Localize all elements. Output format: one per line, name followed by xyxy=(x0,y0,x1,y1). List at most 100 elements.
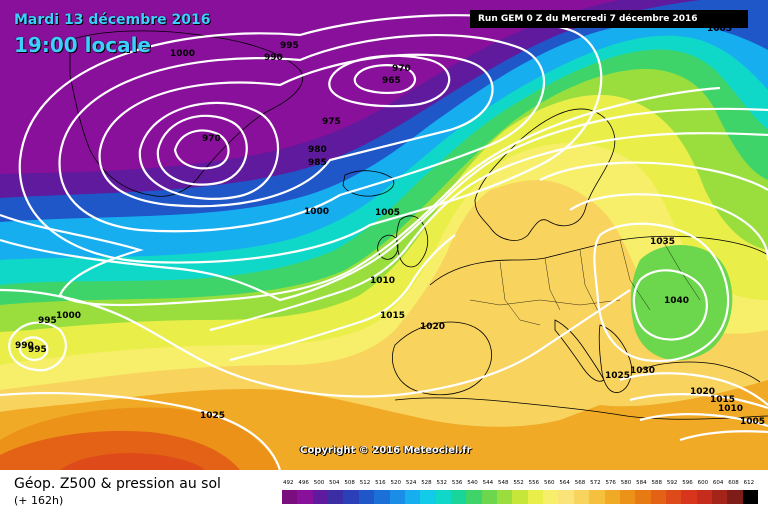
scale-tick-label: 572 xyxy=(590,480,601,486)
legend-footer: Géop. Z500 & pression au sol (+ 162h) 49… xyxy=(0,470,768,512)
scale-swatch xyxy=(635,490,651,504)
isobar-975 xyxy=(98,53,494,208)
map-time: 19:00 locale xyxy=(14,33,151,57)
isobar-label: 970 xyxy=(202,134,221,144)
isobar-985 xyxy=(58,33,546,233)
border-1 xyxy=(499,261,541,326)
isobar-label: 1015 xyxy=(710,395,735,405)
isobar-label: 985 xyxy=(308,158,327,168)
isobar-east-1030 xyxy=(569,193,768,261)
isobar-label: 995 xyxy=(28,345,47,355)
color-scale-bar xyxy=(282,490,759,504)
scale-swatch xyxy=(450,490,467,504)
border-5 xyxy=(659,235,701,301)
scale-tick-label: 536 xyxy=(451,480,463,486)
isobar-label: 1000 xyxy=(56,311,81,321)
border-4 xyxy=(619,239,651,311)
isobar-label: 1015 xyxy=(380,311,405,321)
isobar-label: 1005 xyxy=(707,24,732,34)
isobar-se-1020 xyxy=(619,372,768,406)
scale-swatch xyxy=(374,490,390,504)
scale-swatch xyxy=(297,490,313,504)
isobar-label: 965 xyxy=(382,76,401,86)
coast-scandinavia xyxy=(474,108,616,241)
scale-tick-label: 500 xyxy=(313,480,325,486)
isobar-label: 1010 xyxy=(718,404,743,414)
isobar-label: 975 xyxy=(322,117,341,127)
isobar-low-970 xyxy=(173,129,230,170)
scale-tick-label: 588 xyxy=(651,480,663,486)
isobar-1005 xyxy=(0,107,768,302)
footer-subtitle: (+ 162h) xyxy=(14,494,64,507)
isobar-se-1010 xyxy=(639,413,768,428)
scale-tick-label: 556 xyxy=(528,480,540,486)
isobar-se-1005 xyxy=(679,430,768,442)
band-east-548 xyxy=(630,245,733,361)
scale-tick-label: 592 xyxy=(666,480,678,486)
scale-tick-label: 516 xyxy=(375,480,386,486)
scale-tick-label: 548 xyxy=(497,480,509,486)
run-info: Run GEM 0 Z du Mercredi 7 décembre 2016 xyxy=(470,10,748,28)
scale-swatch xyxy=(282,490,298,504)
scale-tick-label: 580 xyxy=(620,480,632,486)
isobar-label: 1025 xyxy=(200,411,225,421)
scale-tick-label: 512 xyxy=(359,480,371,486)
isobar-1000 xyxy=(0,86,721,307)
isobar-label: 995 xyxy=(38,316,57,326)
scale-tick-label: 540 xyxy=(467,480,478,486)
coast-turkey xyxy=(639,361,761,383)
isobar-east-1040 xyxy=(632,269,708,341)
isobar-sw-990 xyxy=(18,336,49,362)
scale-tick-label: 608 xyxy=(728,480,739,486)
band-sw-300 xyxy=(60,453,205,470)
scale-swatch xyxy=(358,490,375,504)
scale-swatch xyxy=(665,490,682,504)
scale-tick-label: 520 xyxy=(390,480,401,486)
isobar-1010 xyxy=(209,132,768,332)
scale-tick-label: 568 xyxy=(574,480,586,486)
coast-greenland xyxy=(69,30,303,197)
isobar-labels: 1000 995 990 970 965 975 980 985 970 100… xyxy=(15,24,765,427)
isobar-label: 1005 xyxy=(375,208,400,218)
isobar-1025 xyxy=(0,392,282,470)
footer-title: Géop. Z500 & pression au sol xyxy=(14,476,221,492)
isobar-label: 1000 xyxy=(170,49,195,59)
isobar-label: 990 xyxy=(264,53,283,63)
scale-tick-label: 612 xyxy=(743,480,755,486)
coast-ireland xyxy=(377,234,399,260)
isobar-label: 970 xyxy=(392,64,411,74)
scale-swatch xyxy=(543,490,559,504)
isobar-label: 980 xyxy=(308,145,327,155)
scale-tick-label: 552 xyxy=(513,480,524,486)
scale-swatch xyxy=(619,490,636,504)
isobar-label: 1010 xyxy=(370,276,395,286)
isobar-label: 990 xyxy=(15,341,34,351)
scale-swatch xyxy=(681,490,697,504)
color-scale-ticks: 492 496 500 504 508 512 516 520 524 528 532 536 540 5… xyxy=(282,480,758,490)
scale-tick-label: 604 xyxy=(712,480,724,486)
scale-swatch xyxy=(389,490,405,504)
coast-balkans xyxy=(598,324,632,393)
scale-tick-label: 544 xyxy=(482,480,494,486)
isobar-east-1025 xyxy=(539,161,768,191)
isobar-1015 xyxy=(229,234,456,362)
scale-tick-label: 564 xyxy=(559,480,570,486)
scale-swatch xyxy=(527,490,544,504)
scale-swatch xyxy=(696,490,713,504)
scale-tick-label: 496 xyxy=(298,480,309,486)
isobar-label: 1035 xyxy=(650,237,675,247)
scale-tick-label: 584 xyxy=(636,480,647,486)
isobar-label: 1040 xyxy=(664,296,689,306)
scale-swatch xyxy=(343,490,359,504)
scale-swatch xyxy=(435,490,451,504)
map-date: Mardi 13 décembre 2016 xyxy=(14,12,211,28)
scale-tick-label: 596 xyxy=(682,480,693,486)
scale-swatch xyxy=(727,490,743,504)
scale-swatch xyxy=(466,490,482,504)
scale-tick-label: 508 xyxy=(344,480,355,486)
scale-swatch xyxy=(712,490,728,504)
scale-swatch xyxy=(328,490,344,504)
scale-swatch xyxy=(404,490,421,504)
scale-tick-label: 492 xyxy=(283,480,294,486)
isobar-low-965 xyxy=(353,64,416,94)
